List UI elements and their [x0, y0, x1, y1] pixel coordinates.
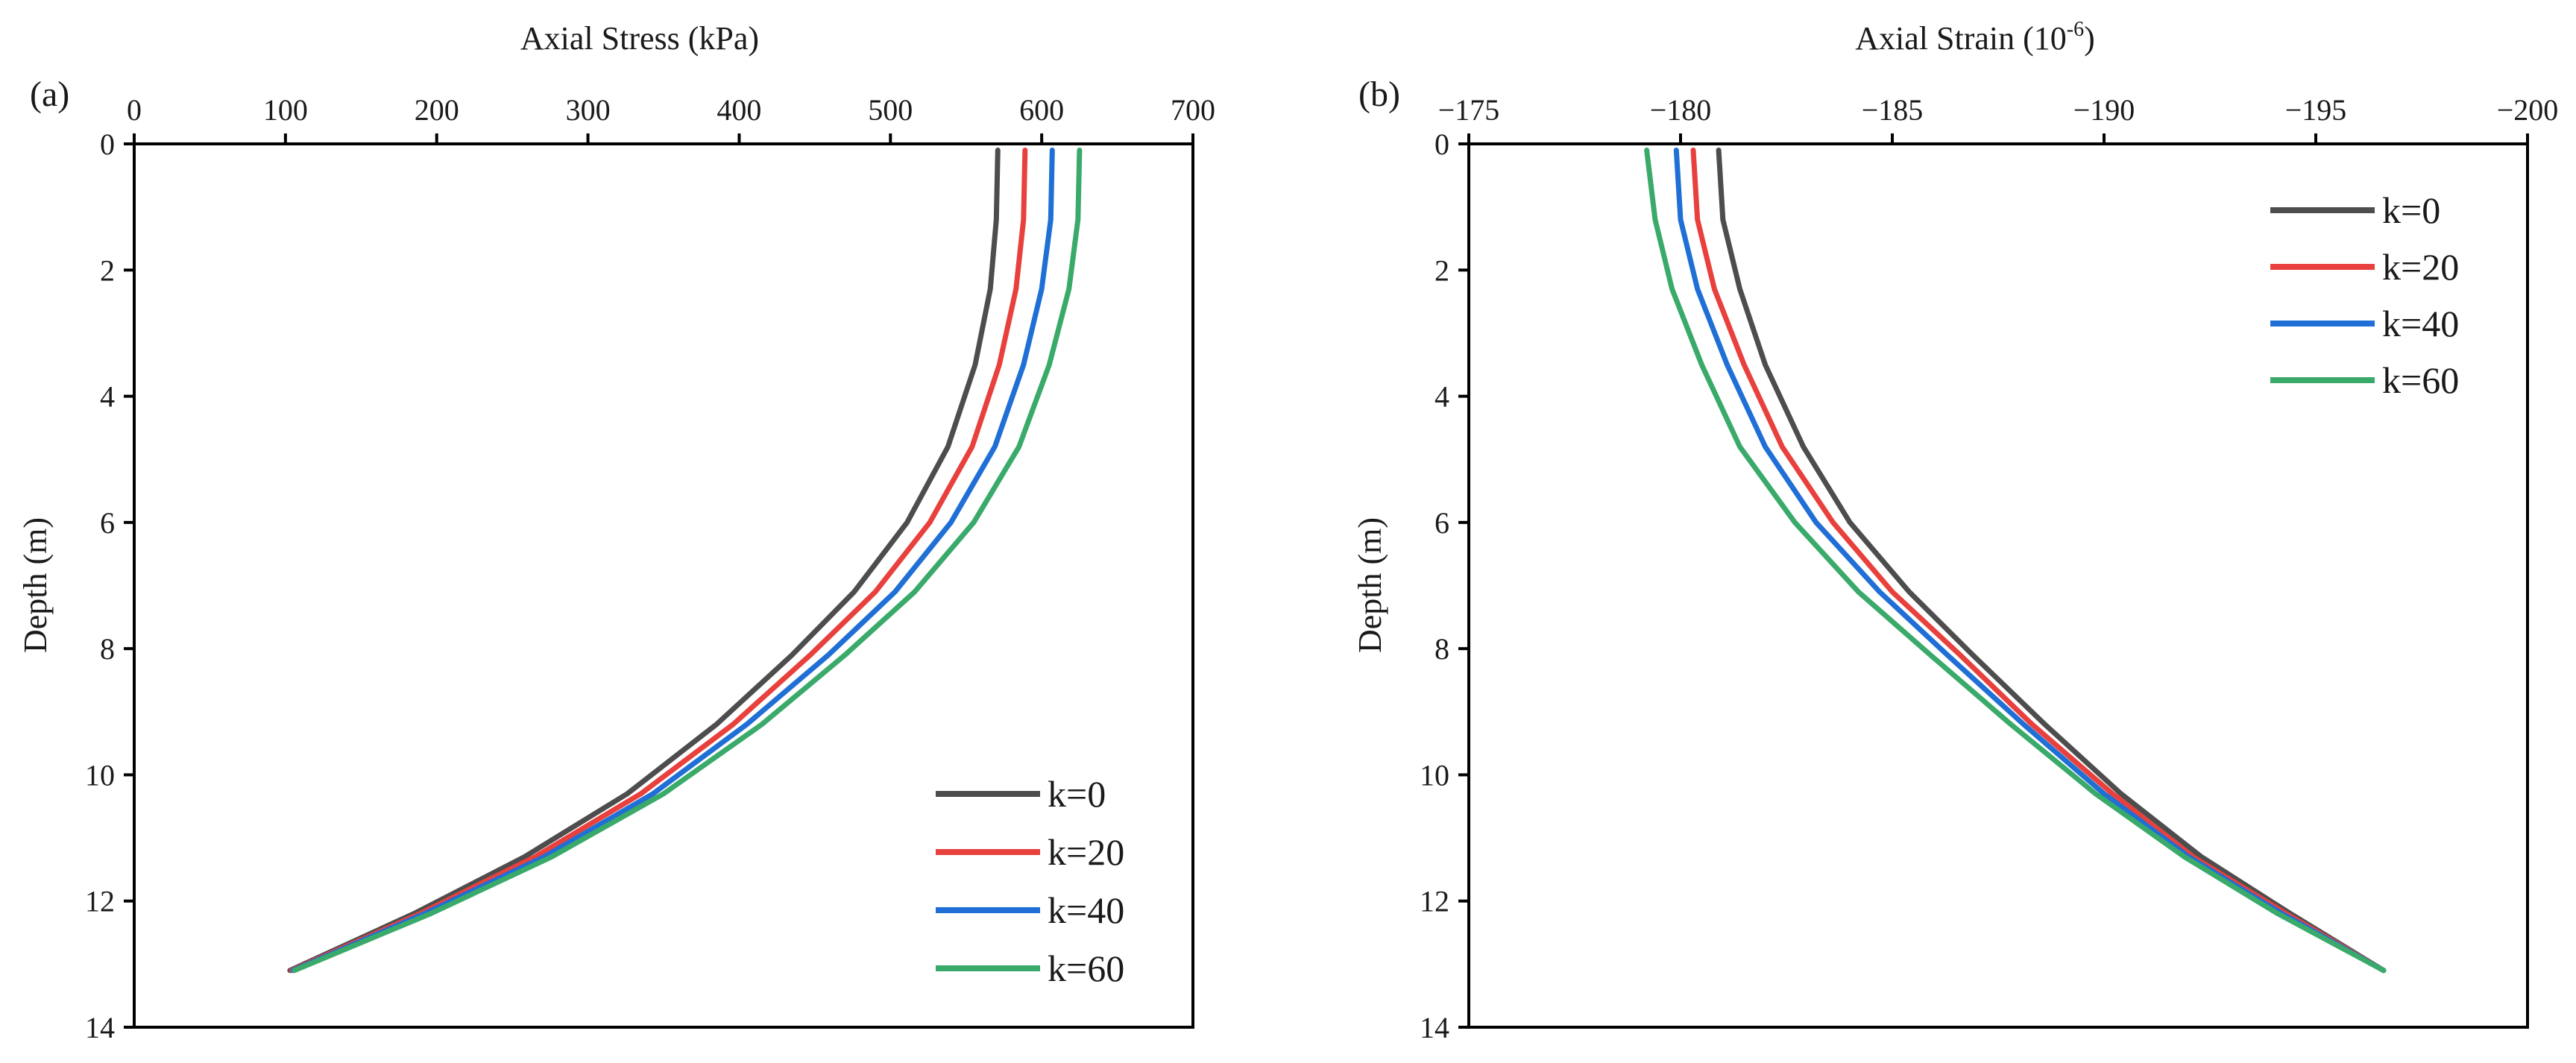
- panel-b-x-axis-title-text: Axial Strain (10: [1855, 20, 2067, 57]
- panel-b-series-line-k60: [1644, 148, 2387, 974]
- panel-a-series-line-k60: [292, 148, 1083, 974]
- panel-b-y-tick-label: 2: [1435, 253, 1449, 287]
- panel-b-series-line-k20: [1690, 148, 2387, 974]
- panel-b-y-axis-title: Depth (m): [1352, 517, 1388, 653]
- panel-a-y-tick-label: 4: [100, 380, 115, 414]
- panel-b-x-tick-label: −185: [1862, 93, 1924, 127]
- panel-b-y-ticks: 0 2 4 6 8 10 12 14: [1420, 127, 1469, 1044]
- panel-a-plot-frame: [133, 142, 1194, 1029]
- panel-a-y-tick-label: 6: [100, 506, 115, 540]
- panel-a-legend-label: k=0: [1048, 773, 1106, 815]
- panel-a-y-tick-label: 10: [85, 758, 115, 792]
- panel-a-y-tick-label: 14: [85, 1011, 115, 1044]
- panel-b-x-axis-title-suffix: ): [2084, 20, 2095, 57]
- panel-a-series-line-k0: [287, 148, 1001, 974]
- panel-b-legend-label: k=60: [2382, 359, 2459, 401]
- panel-a-series-line-k40: [290, 148, 1055, 974]
- panel-a-y-tick-label: 12: [85, 885, 115, 918]
- panel-b-series-line-k40: [1673, 148, 2387, 974]
- panel-a-x-tick-label: 200: [415, 93, 459, 127]
- panel-a-legend-label: k=20: [1048, 831, 1124, 873]
- panel-a-x-tick-label: 300: [566, 93, 611, 127]
- panel-b-plot-frame: [1467, 142, 2529, 1029]
- panel-a-y-tick-label: 0: [100, 127, 115, 161]
- panel-a-series: [287, 148, 1083, 974]
- panel-b-x-tick-label: −200: [2497, 93, 2559, 127]
- panel-b: (b) Axial Strain (10-6) Depth (m) −175 −1…: [1352, 18, 2558, 1044]
- panel-a-legend-label: k=60: [1048, 947, 1124, 989]
- panel-b-x-tick-label: −195: [2285, 93, 2347, 127]
- panel-b-legend-label: k=20: [2382, 246, 2459, 288]
- panel-b-x-tick-label: −180: [1650, 93, 1712, 127]
- panel-b-x-axis-title-exponent: -6: [2067, 18, 2084, 41]
- panel-a-x-ticks: 0 100 200 300 400 500 600 700: [127, 93, 1215, 144]
- panel-b-x-tick-label: −175: [1438, 93, 1500, 127]
- panel-a-y-axis-title: Depth (m): [17, 517, 54, 653]
- panel-a: (a) Axial Stress (kPa) Depth (m) 0 100 200…: [17, 20, 1215, 1044]
- panel-a-x-tick-label: 0: [127, 93, 142, 127]
- panel-b-series-line-k0: [1716, 148, 2387, 974]
- panel-a-x-tick-label: 400: [717, 93, 761, 127]
- panel-b-y-tick-label: 4: [1435, 380, 1449, 414]
- panel-a-y-tick-label: 8: [100, 632, 115, 666]
- panel-b-y-tick-label: 0: [1435, 127, 1449, 161]
- panel-a-x-tick-label: 600: [1019, 93, 1064, 127]
- panel-b-y-tick-label: 10: [1420, 758, 1449, 792]
- panel-b-x-ticks: −175 −180 −185 −190 −195 −200: [1438, 93, 2559, 144]
- panel-b-label: (b): [1358, 75, 1400, 114]
- panel-b-legend: k=0 k=20 k=40 k=60: [2270, 189, 2459, 401]
- panel-b-y-tick-label: 12: [1420, 885, 1449, 918]
- panel-b-legend-label: k=40: [2382, 303, 2459, 344]
- panel-a-series-line-k20: [289, 148, 1028, 974]
- panel-a-x-tick-label: 700: [1171, 93, 1215, 127]
- panel-b-x-axis-title: Axial Strain (10-6): [1855, 18, 2095, 57]
- panel-a-x-tick-label: 500: [868, 93, 913, 127]
- panel-b-y-tick-label: 8: [1435, 632, 1449, 666]
- panel-b-legend-label: k=0: [2382, 189, 2440, 231]
- panel-a-x-axis-title: Axial Stress (kPa): [520, 20, 759, 57]
- panel-b-x-tick-label: −190: [2073, 93, 2135, 127]
- panel-a-legend: k=0 k=20 k=40 k=60: [936, 773, 1124, 989]
- panel-b-series: [1644, 148, 2387, 974]
- panel-a-label: (a): [30, 75, 69, 114]
- panel-a-legend-label: k=40: [1048, 889, 1124, 931]
- panel-b-y-tick-label: 14: [1420, 1011, 1449, 1044]
- panel-b-y-tick-label: 6: [1435, 506, 1449, 540]
- panel-a-x-tick-label: 100: [263, 93, 308, 127]
- panel-a-y-ticks: 0 2 4 6 8 10 12 14: [85, 127, 134, 1044]
- panel-a-y-tick-label: 2: [100, 253, 115, 287]
